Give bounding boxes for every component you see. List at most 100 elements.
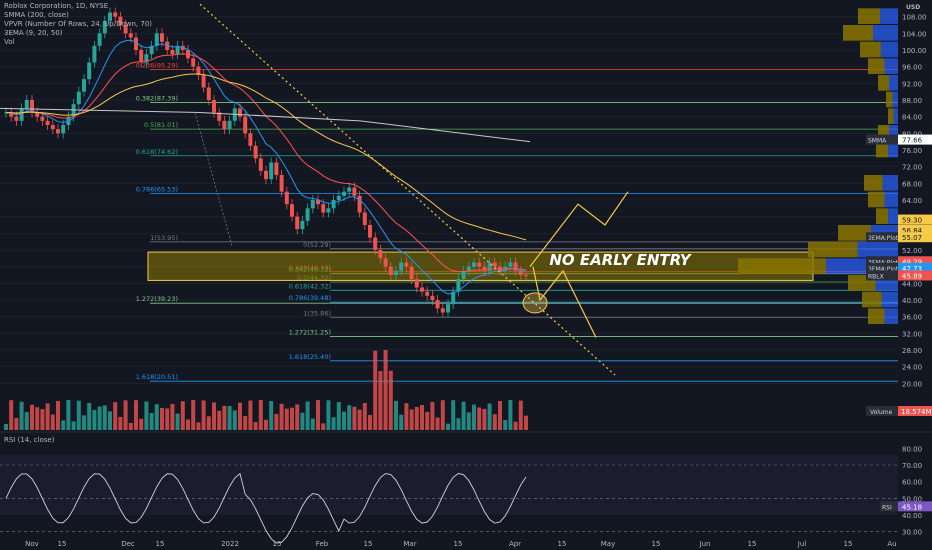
volume-bar — [513, 421, 518, 430]
bull-projection — [529, 191, 629, 268]
candle-body — [508, 262, 513, 267]
fib-label-4: 0.786(65.53) — [136, 186, 178, 194]
volume-bar — [508, 400, 513, 430]
ema-50-line — [5, 73, 527, 241]
volume-bar — [399, 414, 404, 430]
candle-body — [373, 237, 378, 250]
price-badge-3: 55.07 — [902, 234, 922, 242]
volume-bar — [342, 411, 346, 430]
fib-label-6: 1.272(39.23) — [136, 295, 178, 303]
x-label-15: 15 — [748, 540, 757, 548]
volume-bar — [19, 401, 24, 430]
candle-body — [420, 287, 424, 292]
price-tick-8: 76.00 — [902, 147, 922, 155]
candle-body — [222, 120, 227, 130]
bear-projection — [532, 266, 597, 338]
candle-body — [118, 16, 123, 25]
volume-bar — [279, 403, 284, 430]
volume-bar — [165, 408, 170, 430]
candle-body — [170, 50, 175, 55]
volume-bar — [269, 401, 274, 430]
price-badge-0: 77.66 — [902, 137, 923, 145]
candle-body — [61, 125, 66, 134]
vpvr-bar-down — [880, 41, 898, 58]
volume-bar — [305, 401, 310, 430]
volume-bar — [347, 405, 352, 430]
volume-bar — [383, 350, 388, 430]
candle-body — [82, 79, 86, 92]
candle-body — [212, 100, 216, 113]
price-badge-bg — [898, 262, 932, 273]
candle-body — [50, 125, 55, 130]
fib2-label-0: 0(52.29) — [303, 241, 331, 249]
volume-bar — [186, 419, 190, 430]
candle-body — [108, 12, 112, 21]
vpvr-bar-up — [868, 58, 885, 74]
volume-bar — [128, 423, 133, 430]
volume-bar — [310, 418, 315, 430]
candle-body — [383, 258, 388, 267]
ema-9-line — [5, 39, 527, 295]
volume-bar — [466, 412, 471, 430]
x-label-18: Au — [887, 540, 896, 548]
vpvr-bar-up — [843, 25, 874, 41]
rsi-label-bg — [880, 501, 898, 512]
volume-bar — [274, 413, 279, 430]
price-tick-17: 40.00 — [902, 297, 922, 305]
x-label-17: 15 — [844, 540, 853, 548]
candle-body — [477, 262, 482, 267]
rsi-tick-1: 70.00 — [902, 462, 922, 470]
volume-bar — [357, 409, 362, 430]
candle-body — [76, 91, 81, 105]
candle-body — [466, 266, 471, 271]
volume-bar — [503, 420, 508, 430]
vpvr-bar-up — [862, 291, 882, 308]
candle-body — [414, 279, 419, 288]
price-tick-3: 96.00 — [902, 64, 922, 72]
price-badge-4: 49.29 — [902, 258, 922, 266]
volume-bar — [300, 412, 305, 430]
candle-body — [446, 304, 450, 313]
volume-bar — [336, 402, 341, 430]
price-tick-6: 84.00 — [902, 114, 922, 122]
volume-bar — [238, 402, 242, 430]
candle-body — [482, 266, 487, 271]
volume-bar — [82, 415, 86, 430]
volume-bar — [66, 400, 71, 430]
volume-bar — [352, 406, 357, 430]
candle-body — [71, 104, 76, 117]
candle-body — [331, 200, 336, 209]
price-tick-11: 64.00 — [902, 197, 922, 205]
price-tick-20: 28.00 — [902, 347, 922, 355]
candle-body — [409, 266, 414, 280]
volume-bar — [217, 410, 222, 430]
badge-label-6: RBLX — [868, 273, 884, 280]
volume-bar — [326, 400, 331, 430]
volume-bar — [144, 401, 149, 430]
candle-body — [30, 100, 34, 113]
price-tick-2: 100.00 — [902, 47, 927, 55]
x-label-11: 15 — [558, 540, 567, 548]
candle-body — [35, 112, 40, 117]
volume-bar — [248, 400, 253, 430]
volume-bar — [373, 350, 378, 430]
volume-bar — [71, 421, 76, 430]
volume-bar — [414, 406, 419, 430]
volume-bar — [456, 418, 461, 430]
candle-body — [253, 145, 258, 159]
x-label-12: May — [601, 540, 615, 548]
candle-body — [300, 220, 305, 230]
vpvr-bar-down — [881, 291, 898, 308]
legend-symbol: Roblox Corporation, 1D, NYSE — [4, 2, 109, 10]
rsi-label: RSI — [882, 504, 892, 511]
volume-bar — [524, 415, 528, 430]
volume-bar — [24, 412, 29, 430]
vpvr-bar-up — [858, 8, 880, 24]
volume-bar — [212, 402, 216, 430]
vpvr-bar-up — [868, 308, 885, 324]
volume-bar — [123, 400, 128, 430]
ema-20-line — [5, 53, 527, 273]
candle-body — [404, 262, 409, 267]
badge-label-bg — [866, 232, 898, 243]
